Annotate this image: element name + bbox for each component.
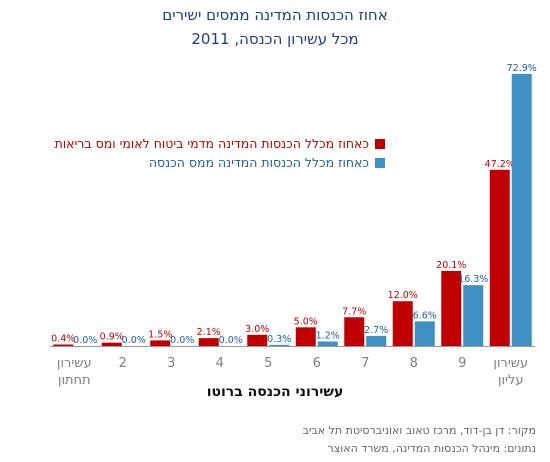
data-label: 0.0%: [73, 335, 97, 346]
x-axis-title: עשירוני הכנסה ברוטו: [206, 384, 344, 400]
data-label: 20.1%: [436, 260, 466, 271]
bar-income-tax: [366, 335, 387, 346]
data-note: נתונים: מינהל הכנסות המדינה, משרד האוצר: [327, 442, 537, 455]
data-label: 0.0%: [122, 335, 146, 346]
bar-social-security: [101, 342, 122, 346]
bar-income-tax: [269, 344, 290, 346]
x-tick-label: 8: [410, 356, 418, 371]
bar-income-tax: [414, 321, 435, 346]
x-tick-label: עשירון: [57, 356, 92, 371]
data-label: 0.4%: [51, 334, 75, 345]
legend-label-income-tax: כאחוז מכלל הכנסות המדינה ממס הכנסה: [148, 155, 369, 170]
data-label: 12.0%: [388, 290, 418, 301]
data-label: 3.0%: [245, 324, 269, 335]
bar-social-security: [392, 301, 413, 346]
x-tick-label: 3: [167, 356, 175, 371]
x-tick-label: עליון: [498, 373, 524, 388]
bar-social-security: [247, 334, 268, 346]
bar-social-security: [489, 169, 510, 346]
data-label: 5.0%: [294, 316, 318, 327]
legend-swatch-blue: [375, 157, 385, 168]
data-label: 0.0%: [219, 335, 243, 346]
bar-social-security: [441, 270, 462, 346]
data-label: 72.9%: [507, 63, 537, 74]
bar-income-tax: [317, 341, 338, 346]
chart-title-line1: אחוז הכנסות המדינה ממסים ישירים: [162, 6, 388, 24]
bar-social-security: [53, 344, 74, 346]
source-note: מקור: דן בן-דוד, מרכז טאוב ואוניברסיטת ת…: [302, 424, 536, 437]
x-tick-label: 2: [119, 356, 127, 371]
bar-social-security: [344, 317, 365, 346]
data-label: 6.6%: [413, 310, 437, 321]
x-tick-label: 7: [361, 356, 369, 371]
legend-swatch-red: [375, 138, 385, 149]
legend-item-social-security: כאחוז מכלל הכנסות המדינה מדמי ביטוח לאומ…: [55, 136, 385, 151]
data-label: 1.5%: [148, 329, 172, 340]
data-label: 2.1%: [197, 327, 221, 338]
x-tick-label: תחתון: [58, 373, 91, 388]
legend-label-social-security: כאחוז מכלל הכנסות המדינה מדמי ביטוח לאומ…: [54, 136, 369, 151]
x-tick-label: עשירון: [493, 356, 528, 371]
data-label: 0.9%: [100, 332, 124, 343]
legend-item-income-tax: כאחוז מכלל הכנסות המדינה ממס הכנסה: [149, 155, 385, 170]
x-tick-label: 6: [313, 356, 321, 371]
bar-social-security: [295, 327, 316, 346]
data-label: 0.0%: [170, 335, 194, 346]
data-label: 47.2%: [485, 159, 515, 170]
bar-social-security: [198, 338, 219, 346]
data-label: 1.2%: [316, 331, 340, 342]
bar-social-security: [150, 340, 171, 346]
x-tick-label: 9: [458, 356, 466, 371]
data-label: 0.3%: [267, 334, 291, 345]
x-tick-label: 5: [264, 356, 272, 371]
data-label: 2.7%: [364, 325, 388, 336]
data-label: 7.7%: [342, 306, 366, 317]
bar-income-tax: [463, 285, 484, 346]
data-label: 16.3%: [458, 274, 488, 285]
x-tick-label: 4: [216, 356, 224, 371]
chart-title-line2: מכל עשירון הכנסה, 2011: [191, 30, 359, 48]
bar-income-tax: [511, 73, 532, 346]
